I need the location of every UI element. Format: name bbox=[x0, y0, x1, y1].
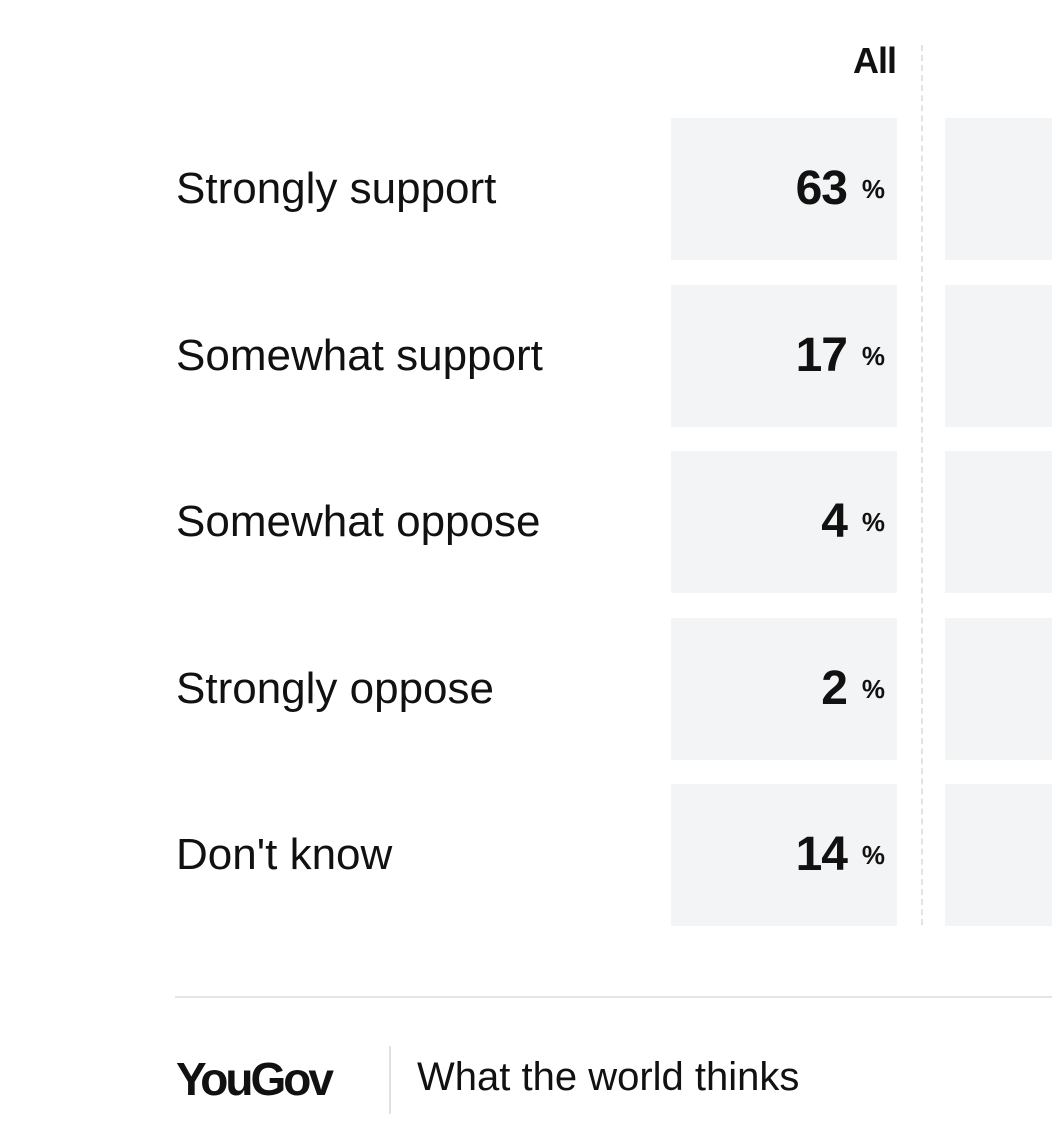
value: 14 bbox=[795, 828, 848, 881]
footer-rule bbox=[175, 996, 1052, 998]
column-header: All bbox=[852, 40, 897, 81]
value: 63 bbox=[795, 162, 848, 215]
unit: % bbox=[861, 840, 885, 870]
row-label: Somewhat support bbox=[176, 330, 543, 380]
row-label: Strongly oppose bbox=[176, 663, 494, 713]
next-column-cell bbox=[945, 118, 1052, 260]
brand-logo: YouGov bbox=[176, 1053, 334, 1105]
value: 2 bbox=[821, 661, 848, 715]
unit: % bbox=[861, 507, 885, 537]
tagline: What the world thinks bbox=[417, 1055, 800, 1099]
value-cell: 63% bbox=[671, 118, 897, 260]
unit: % bbox=[861, 174, 885, 204]
next-column-cell bbox=[945, 617, 1052, 760]
value: 4 bbox=[821, 495, 848, 548]
value-cell: 4% bbox=[671, 451, 897, 593]
row-label: Strongly support bbox=[176, 164, 497, 213]
next-column-cell bbox=[945, 784, 1052, 926]
next-column-cell bbox=[945, 451, 1052, 593]
unit: % bbox=[861, 340, 885, 371]
footer-separator bbox=[389, 1046, 391, 1114]
row-label: Somewhat oppose bbox=[176, 497, 541, 546]
next-column-cell bbox=[945, 284, 1052, 427]
value: 17 bbox=[795, 328, 848, 382]
value-cell: 2% bbox=[671, 617, 897, 760]
row-label: Don't know bbox=[176, 830, 393, 879]
column-divider bbox=[921, 45, 923, 925]
value-cell: 17% bbox=[671, 284, 897, 427]
value-cell: 14% bbox=[671, 784, 897, 926]
unit: % bbox=[861, 673, 885, 704]
